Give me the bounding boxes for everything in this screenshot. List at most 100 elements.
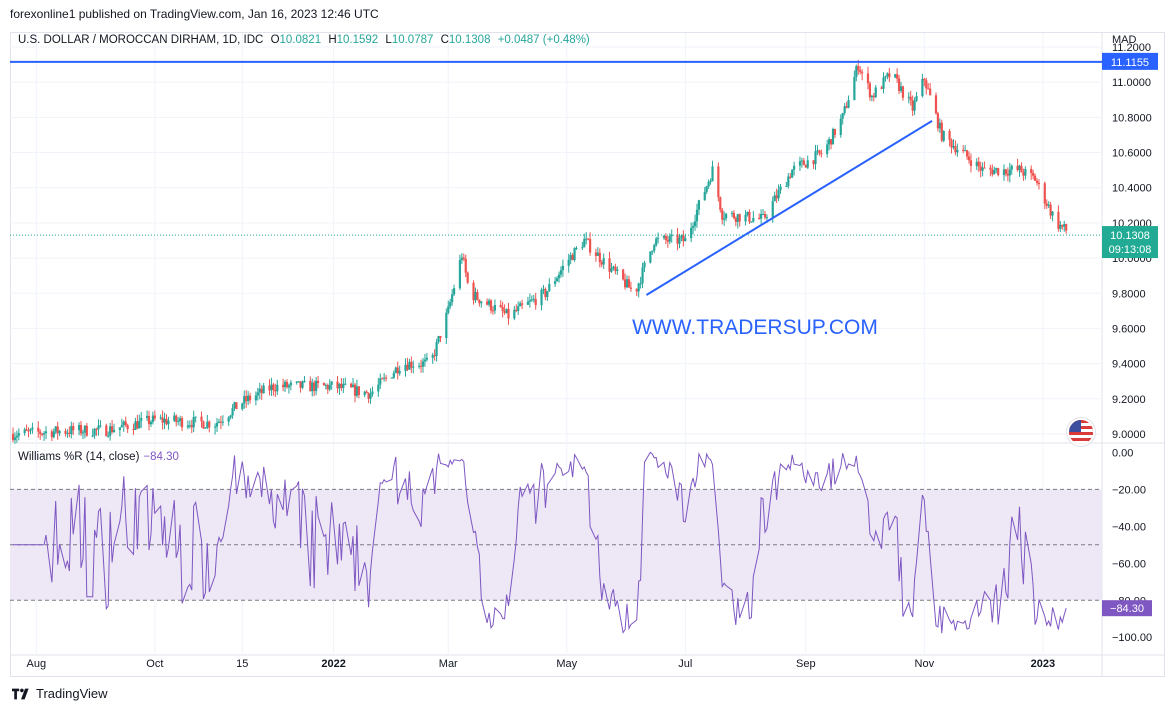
candle-body-down [857, 66, 860, 71]
candle-body-down [969, 160, 973, 167]
us-flag-icon[interactable] [1067, 418, 1095, 446]
candle-body-down [175, 415, 178, 422]
candle-body-up [1002, 169, 1006, 176]
candle-body-up [561, 265, 565, 271]
candle-body-down [911, 100, 914, 111]
candle-body-down [1049, 204, 1052, 216]
candle-body-down [39, 431, 42, 434]
candle-body-down [37, 427, 40, 432]
watermark-text: WWW.TRADERSUP.COM [632, 316, 878, 339]
candle-body-down [285, 381, 289, 388]
footer-brand[interactable]: TradingView [12, 686, 108, 701]
candle-body-up [276, 384, 279, 392]
candle-body-down [219, 421, 223, 423]
candle-body-up [398, 371, 401, 374]
candle-body-up [771, 201, 774, 218]
candle-body-down [1032, 172, 1035, 176]
price-tick-label: 10.4000 [1112, 183, 1152, 195]
candle-body-down [503, 311, 506, 313]
candle-body-down [623, 279, 627, 288]
candle-body-up [870, 95, 873, 98]
candle-body-down [326, 385, 329, 390]
candle-body-up [167, 420, 170, 425]
candle-body-down [622, 269, 625, 280]
candle-body-up [247, 395, 250, 402]
candle-body-down [954, 146, 957, 153]
candle-body-down [464, 258, 467, 273]
candle-body-up [159, 417, 162, 419]
candle-body-down [478, 299, 481, 304]
candle-body-down [859, 70, 862, 73]
candle-body-down [802, 160, 805, 166]
candle-body-up [452, 288, 456, 295]
candle-body-up [1010, 165, 1013, 170]
candle-body-up [243, 396, 246, 404]
candle-body-up [423, 359, 427, 362]
candle-body-up [616, 269, 619, 272]
candle-body-down [861, 72, 864, 74]
candle-body-down [336, 381, 339, 389]
candle-body-down [396, 367, 399, 374]
open-value: 10.0821 [279, 34, 322, 46]
candle-body-up [826, 144, 829, 154]
candle-body-up [315, 380, 318, 392]
candle-body-down [1035, 180, 1039, 183]
candle-body-down [1045, 203, 1048, 206]
candle-body-up [394, 367, 397, 373]
trend-line [645, 120, 933, 296]
candle-body-up [303, 380, 306, 382]
candle-body-up [194, 416, 197, 418]
candle-body-up [328, 384, 331, 390]
indicator-legend: Williams %R (14, close) −84.30 [18, 451, 179, 463]
candle-body-up [13, 437, 17, 441]
candle-body-up [874, 87, 877, 98]
candle-body-up [773, 195, 776, 202]
candle-body-up [691, 226, 695, 228]
candle-body-up [540, 289, 543, 306]
candle-body-down [934, 95, 938, 114]
open-label: O [270, 34, 280, 46]
candle-body-up [761, 213, 765, 215]
candle-body-down [962, 149, 965, 151]
candle-body-down [281, 384, 285, 388]
price-tick-label: 9.2000 [1112, 394, 1146, 406]
candle-body-up [404, 364, 407, 372]
candle-body-up [93, 428, 96, 436]
candle-body-up [639, 283, 642, 285]
candle-body-down [833, 129, 837, 135]
candle-body-up [750, 221, 753, 223]
chart-frame [10, 32, 1165, 677]
candle-body-up [651, 250, 654, 252]
candle-body-down [1006, 173, 1009, 176]
candle-body-up [231, 408, 234, 416]
candle-body-up [351, 384, 355, 388]
last-price-badge-text: 10.1308 [1110, 230, 1150, 242]
candle-body-up [670, 234, 673, 237]
candle-body-up [995, 168, 998, 170]
last-price-badge [1102, 226, 1158, 259]
candle-body-up [227, 417, 230, 422]
candle-body-down [940, 122, 943, 141]
candle-body-up [480, 301, 483, 304]
candle-body-down [868, 83, 872, 98]
candle-body-up [697, 200, 701, 210]
low-value: 10.0787 [391, 34, 434, 46]
price-tick-label: 9.6000 [1112, 323, 1146, 335]
candle-body-down [489, 300, 493, 311]
candle-body-up [140, 418, 143, 421]
close-value: 10.1308 [448, 34, 491, 46]
candle-body-down [587, 238, 590, 240]
candle-body-up [964, 150, 967, 152]
candle-body-up [66, 432, 69, 434]
candle-body-up [641, 267, 644, 284]
candle-body-down [629, 287, 633, 289]
candle-body-up [287, 385, 291, 388]
candle-body-up [324, 385, 327, 387]
candle-body-up [730, 212, 734, 214]
candle-body-down [909, 96, 912, 101]
candle-body-down [789, 176, 792, 178]
candle-body-up [151, 415, 155, 422]
price-tick-label: 9.8000 [1112, 288, 1146, 300]
candle-body-down [208, 421, 211, 428]
